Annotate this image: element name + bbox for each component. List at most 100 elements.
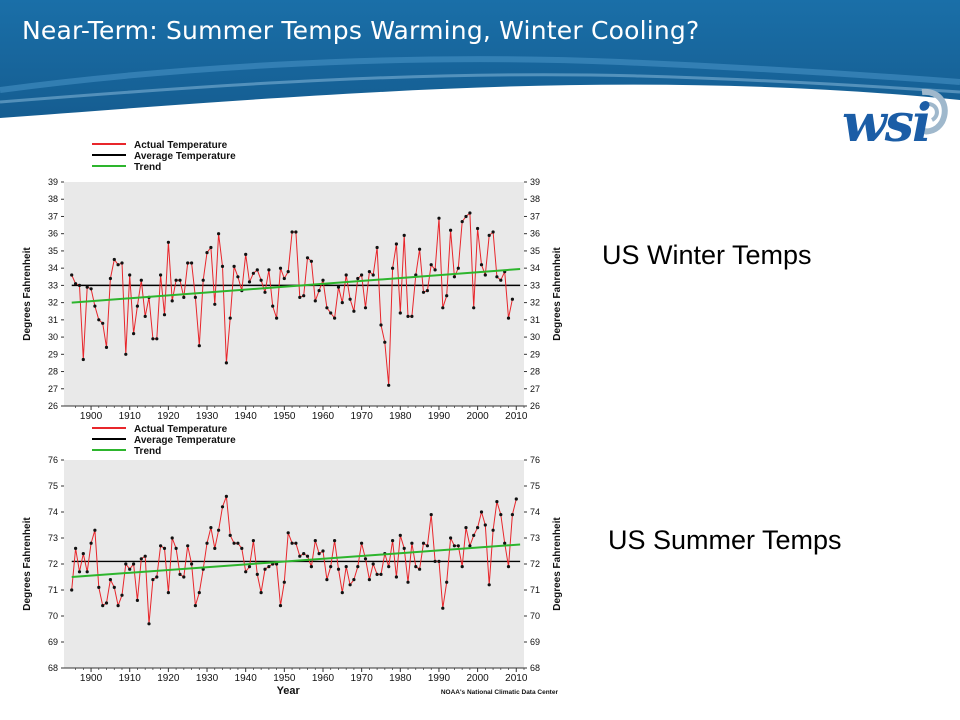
y-tick-label: 71 [48,585,58,595]
data-point [421,541,426,545]
data-point [487,233,491,237]
data-point [402,233,406,237]
data-point [363,557,368,561]
data-point [472,533,476,537]
data-point [441,306,445,310]
data-point [290,541,294,545]
data-point [336,567,341,571]
data-point [217,528,221,532]
data-point [255,268,259,272]
data-point [491,528,495,532]
data-point [286,531,290,535]
data-point [425,289,429,293]
data-point [120,593,124,597]
data-point [333,316,337,320]
data-point [236,275,240,279]
data-point [85,285,89,289]
x-tick-label: 1990 [428,673,451,684]
x-tick-label: 1950 [273,411,296,422]
y-tick-label: 38 [48,194,58,204]
data-point [402,546,406,550]
x-tick-label: 1970 [351,411,374,422]
trend-line [71,268,521,304]
y-tick-label: 69 [48,637,58,647]
data-point [317,552,321,556]
data-point [190,562,194,566]
data-point [70,273,74,277]
data-point [499,513,503,517]
data-point [510,297,514,301]
data-point [356,276,360,281]
data-point [166,240,170,244]
data-point [452,275,456,279]
y-tick-label-right: 75 [530,481,540,491]
data-point [309,565,313,569]
y-tick-label-right: 68 [530,663,540,673]
data-point [120,261,124,265]
data-point [77,570,82,574]
data-point [441,606,445,610]
data-point [85,570,89,574]
y-tick-label: 72 [48,559,58,569]
data-point [116,604,120,608]
data-point [112,585,116,589]
data-point [313,299,317,303]
data-point [178,278,182,282]
data-point [340,591,344,595]
data-point [186,544,190,548]
data-point [116,263,120,267]
data-point [170,536,174,540]
data-point [247,565,252,569]
data-point [348,297,352,301]
y-tick-label-right: 38 [530,194,540,204]
data-point [213,546,217,550]
data-point [514,497,518,501]
data-point [344,565,348,569]
data-point [139,557,143,561]
data-point [159,273,163,277]
data-point [74,546,78,550]
data-point [101,604,105,608]
y-tick-label: 29 [48,349,58,359]
data-point [406,580,410,584]
y-tick-label-right: 28 [530,367,540,377]
x-tick-label: 1910 [119,673,142,684]
winter-temperature-chart: Actual Temperature Average Temperature Tre… [18,134,563,429]
y-tick-label: 28 [48,367,58,377]
data-point [321,278,325,282]
data-point [205,251,209,255]
data-point [286,270,290,274]
data-point [298,295,302,299]
data-point [449,536,453,540]
data-point [344,273,348,277]
data-point [213,302,217,306]
data-point [363,306,368,310]
data-point [352,578,356,582]
data-point [282,276,286,281]
slide-title: Near-Term: Summer Temps Warming, Winter … [22,16,700,45]
y-tick-label-right: 37 [530,211,540,221]
data-point [290,230,294,234]
y-tick-label: 68 [48,663,58,673]
data-point [228,533,232,537]
x-tick-label: 2010 [505,673,528,684]
y-tick-label: 33 [48,280,58,290]
y-tick-label-right: 70 [530,611,540,621]
data-point [128,567,132,571]
data-point [275,316,279,320]
data-point [321,549,325,553]
data-point [224,494,228,498]
data-point [89,287,93,291]
data-point [433,268,437,272]
y-tick-label: 35 [48,246,58,256]
data-point [302,552,306,556]
y-tick-label-right: 31 [530,315,540,325]
data-point [220,505,225,509]
data-point [135,598,139,602]
data-point [506,316,511,320]
data-point [476,226,480,231]
data-point [398,533,402,537]
x-tick-label: 1960 [312,673,335,684]
data-point [182,575,186,579]
data-point [278,604,283,608]
